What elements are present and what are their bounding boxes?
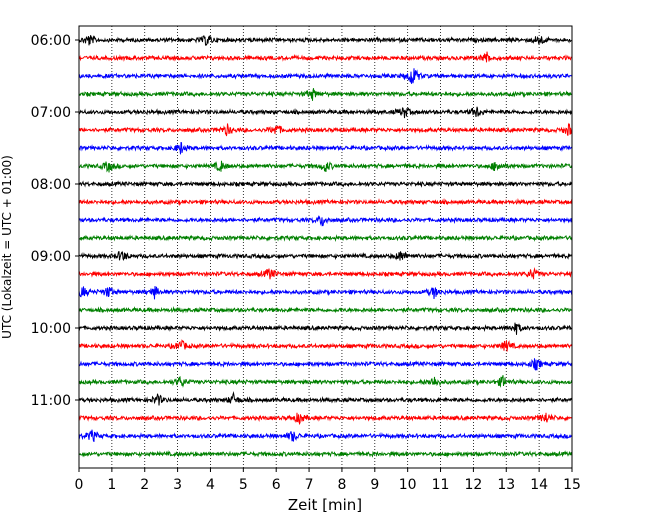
trace-0745 [79, 160, 573, 173]
trace-0730 [78, 141, 573, 155]
y-tick-label-0: 06:00 [31, 33, 71, 49]
trace-1000 [78, 322, 573, 335]
x-tick-label-9: 9 [370, 477, 379, 493]
y-tick-label-1: 07:00 [31, 105, 71, 121]
x-tick-label-15: 15 [563, 477, 581, 493]
x-tick-label-11: 11 [432, 477, 450, 493]
x-tick-label-6: 6 [272, 477, 281, 493]
x-tick-label-4: 4 [206, 477, 215, 493]
y-tick-label-2: 08:00 [31, 177, 71, 193]
x-tick-label-14: 14 [530, 477, 548, 493]
trace-0945 [78, 306, 573, 314]
x-tick-label-10: 10 [399, 477, 417, 493]
trace-1045 [78, 375, 573, 388]
plot-frame [78, 25, 573, 469]
trace-0615 [78, 51, 573, 63]
x-tick-label-5: 5 [239, 477, 248, 493]
trace-0830 [78, 214, 573, 227]
x-tick-label-0: 0 [75, 477, 84, 493]
x-tick-label-3: 3 [173, 477, 182, 493]
x-tick-label-7: 7 [305, 477, 314, 493]
x-tick-label-2: 2 [140, 477, 149, 493]
trace-0715 [78, 122, 573, 137]
trace-0645 [78, 88, 573, 101]
y-axis-ticks: 06:00 07:00 08:00 09:00 10:00 11:00 [31, 33, 79, 409]
x-axis-label: Zeit [min] [288, 496, 362, 514]
trace-0900 [78, 250, 573, 262]
trace-0815 [78, 198, 573, 206]
trace-1130 [78, 429, 573, 443]
trace-1115 [78, 412, 573, 426]
x-axis-ticks: 0 1 2 3 4 5 6 7 8 9 10 11 12 13 14 15 [75, 468, 581, 493]
trace-0600 [78, 34, 573, 46]
x-tick-label-12: 12 [464, 477, 482, 493]
x-tick-label-13: 13 [497, 477, 515, 493]
trace-0700 [78, 106, 573, 119]
trace-0845 [78, 234, 573, 242]
trace-0630 [78, 68, 573, 84]
trace-0915 [78, 267, 573, 280]
y-tick-label-5: 11:00 [31, 393, 71, 409]
y-axis-label: UTC (Lokalzeit = UTC + 01:00) [0, 155, 14, 339]
trace-1100 [78, 391, 573, 406]
trace-0930 [78, 286, 573, 300]
trace-series [78, 34, 573, 459]
trace-0800 [78, 179, 573, 188]
trace-1015 [78, 339, 573, 352]
trace-1030 [78, 358, 573, 371]
trace-1145 [78, 450, 573, 459]
y-tick-label-4: 10:00 [31, 321, 71, 337]
x-tick-label-1: 1 [107, 477, 116, 493]
x-tick-label-8: 8 [337, 477, 346, 493]
y-tick-label-3: 09:00 [31, 249, 71, 265]
